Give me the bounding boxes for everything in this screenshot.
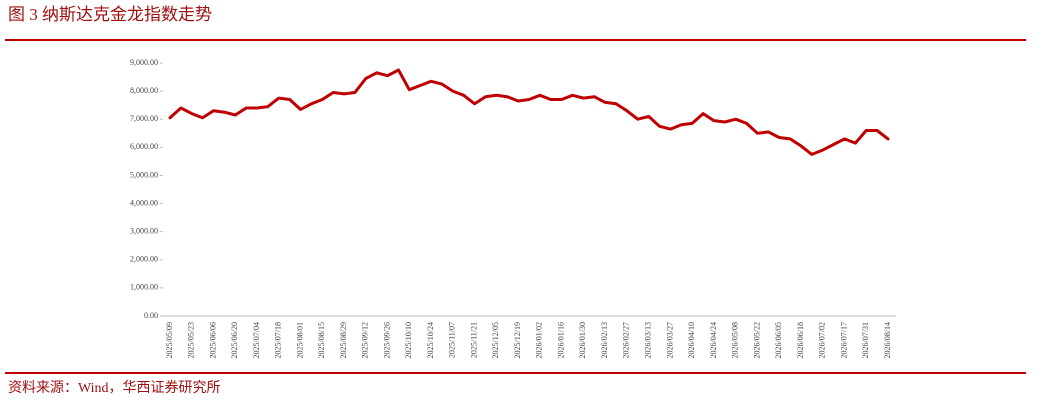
x-tick-label: 2025/07/18: [274, 322, 283, 358]
x-tick-label: 2026/08/14: [883, 322, 892, 358]
x-tick-label: 2026/03/27: [665, 322, 674, 358]
x-tick-label: 2025/11/21: [469, 322, 478, 358]
x-tick-label: 2026/05/08: [731, 322, 740, 358]
x-tick-label: 2026/06/05: [774, 322, 783, 358]
source: 资料来源：Wind，华西证券研究所: [8, 380, 221, 396]
y-tick-label: 7,000.00: [130, 114, 158, 123]
x-tick-label: 2026/01/30: [578, 322, 587, 358]
x-tick-label: 2025/11/07: [448, 322, 457, 358]
x-tick-label: 2026/04/10: [687, 322, 696, 358]
y-tick-label: 0.00: [144, 311, 158, 320]
x-tick-label: 2025/08/01: [295, 322, 304, 358]
x-tick-label: 2025/09/12: [361, 322, 370, 358]
y-tick-label: 3,000.00: [130, 226, 158, 235]
x-tick-label: 2025/09/26: [382, 322, 391, 358]
x-tick-label: 2026/05/22: [752, 322, 761, 358]
x-tick-label: 2026/02/27: [622, 322, 631, 358]
x-tick-label: 2025/06/06: [208, 322, 217, 358]
x-tick-label: 2025/08/29: [339, 322, 348, 358]
x-tick-label: 2026/07/17: [839, 322, 848, 358]
y-tick-label: 2,000.00: [130, 255, 158, 264]
x-tick-label: 2026/01/02: [535, 322, 544, 358]
y-tick-label: 8,000.00: [130, 86, 158, 95]
x-tick-label: 2025/06/20: [230, 322, 239, 358]
x-tick-label: 2026/01/16: [556, 322, 565, 358]
x-tick-label: 2026/04/24: [709, 322, 718, 358]
y-tick-label: 1,000.00: [130, 283, 158, 292]
y-tick-label: 4,000.00: [130, 198, 158, 207]
x-tick-label: 2026/07/02: [818, 322, 827, 358]
x-tick-label: 2025/10/10: [404, 322, 413, 358]
y-tick-label: 6,000.00: [130, 142, 158, 151]
x-tick-label: 2026/02/13: [600, 322, 609, 358]
x-tick-label: 2025/07/04: [252, 322, 261, 358]
x-tick-label: 2025/12/05: [491, 322, 500, 358]
x-tick-label: 2026/07/31: [861, 322, 870, 358]
y-tick-label: 5,000.00: [130, 170, 158, 179]
line-series: [168, 68, 890, 156]
x-tick-label: 2025/05/09: [165, 322, 174, 358]
chart-title: 图 3 纳斯达克金龙指数走势: [8, 5, 212, 24]
y-tick-label: 9,000.00: [130, 58, 158, 67]
x-tick-label: 2026/03/13: [643, 322, 652, 358]
x-tick-label: 2026/06/18: [796, 322, 805, 358]
x-tick-label: 2025/12/19: [513, 322, 522, 358]
x-tick-label: 2025/05/23: [187, 322, 196, 358]
x-tick-label: 2025/08/15: [317, 322, 326, 358]
x-tick-label: 2025/10/24: [426, 322, 435, 358]
